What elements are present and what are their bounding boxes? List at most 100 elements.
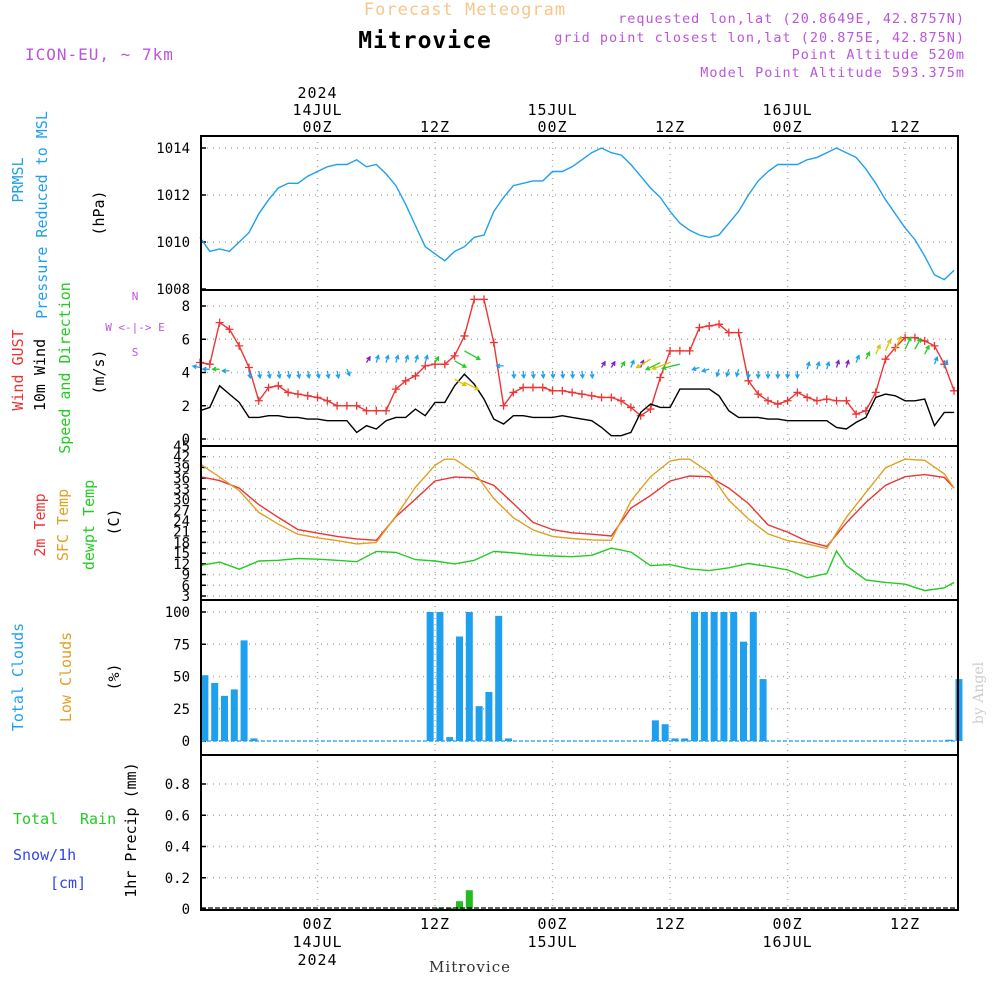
wind-10m-label: 10m Wind [31, 339, 49, 411]
wind-direction-arrow [570, 370, 575, 380]
total-clouds-bar [671, 738, 679, 741]
gust-marker [871, 388, 880, 397]
temp-unit-label: (C) [105, 508, 123, 535]
gust-marker [832, 396, 841, 405]
grid-point-coords: grid point closest lon,lat (20.875E, 42.… [554, 30, 965, 46]
gust-marker [411, 371, 420, 380]
top-axis-label: 2024 [297, 84, 337, 102]
total-clouds-bar [201, 675, 209, 741]
pressure-ytick-label: 1012 [156, 188, 190, 204]
total-clouds-bar [456, 636, 464, 741]
temperature-ytick-label: 18 [173, 535, 190, 551]
total-clouds-bar [436, 612, 444, 741]
dewpt-temp-line [199, 547, 955, 592]
total-clouds-bar [465, 612, 473, 741]
temp-sfc-label: SFC Temp [54, 489, 72, 561]
total-clouds-bar [220, 695, 228, 741]
wind-direction-arrow [464, 350, 482, 360]
wind-ytick-label: 0 [182, 432, 190, 448]
gust-marker [773, 400, 782, 409]
snow-label: Snow/1h [13, 846, 76, 864]
gust-marker [901, 333, 910, 342]
temperature-frame [200, 445, 959, 601]
top-axis-label: 14JUL [292, 101, 342, 119]
wind-direction-arrow [365, 355, 371, 363]
total-clouds-bar [759, 679, 767, 741]
wind-grid [201, 290, 958, 446]
rain-bar [456, 901, 464, 909]
precip-ytick-label: 0 [182, 902, 190, 918]
wind-gust-label: Wind GUST [9, 329, 27, 410]
wind-direction-arrow [600, 360, 606, 368]
wind-direction-arrow [755, 370, 761, 380]
precip-ytick-label: 0.8 [165, 777, 190, 793]
total-clouds-bar [446, 737, 454, 741]
gust-marker [617, 396, 626, 405]
top-axis-label: 16JUL [763, 101, 813, 119]
pressure-frame [200, 135, 959, 291]
gust-marker [812, 396, 821, 405]
wind-direction-arrow [815, 360, 821, 370]
gust-marker [646, 405, 655, 414]
gust-marker [656, 373, 665, 382]
total-clouds-label: Total Clouds [9, 623, 27, 731]
wind-direction-arrow [286, 370, 292, 380]
total-clouds-bar [691, 612, 699, 741]
wind-direction-arrow [414, 354, 420, 363]
footer-location: Mitrovice [429, 958, 511, 976]
compass-north: N [132, 290, 139, 303]
total-clouds-bar [230, 689, 238, 741]
wind-direction-arrow [645, 361, 661, 371]
clouds-ytick-label: 25 [173, 702, 190, 718]
total-clouds-bar [945, 739, 953, 741]
temp-labels: 2m Temp SFC Temp dewpt Temp (C) [31, 480, 123, 570]
gust-marker [626, 403, 635, 412]
temp-2m-label: 2m Temp [31, 493, 49, 556]
wind-unit-label: (m/s) [90, 349, 108, 394]
gust-marker [313, 393, 322, 402]
bottom-axis-label: 14JUL [292, 933, 342, 951]
total-clouds-bar [426, 612, 434, 741]
top-axis-label: 12Z [890, 118, 920, 136]
wind-direction-arrow [835, 359, 841, 368]
top-axis-label: 00Z [302, 118, 332, 136]
gust-marker [675, 346, 684, 355]
clouds-ytick-label: 75 [173, 637, 190, 653]
total-label: Total [13, 810, 58, 828]
credit-watermark: by Angel [971, 661, 987, 724]
top-axis-label: 00Z [538, 118, 568, 136]
wind-direction-arrow [933, 355, 939, 365]
gust-marker [205, 360, 214, 369]
gust-marker [352, 401, 361, 410]
wind-direction-arrow [434, 355, 440, 363]
wind-ytick-label: 2 [182, 399, 190, 415]
10m-wind-line [199, 373, 955, 437]
wind-direction-arrow [845, 359, 850, 368]
gust-marker [342, 401, 351, 410]
bottom-axis-label: 12Z [890, 915, 920, 933]
total-clouds-bar [250, 738, 258, 741]
pressure-grid [201, 136, 958, 290]
gust-marker [499, 401, 508, 410]
temperature-ytick-label: 3 [182, 589, 190, 605]
wind-direction-arrow [201, 366, 210, 372]
wind-direction-arrow [266, 370, 272, 380]
prmsl-line [199, 147, 955, 281]
bottom-axis-label: 12Z [655, 915, 685, 933]
gust-marker [450, 351, 459, 360]
gust-marker [842, 396, 851, 405]
wind-direction-arrow [424, 354, 429, 363]
wind-direction-arrow [914, 337, 922, 350]
gust-marker [724, 328, 733, 337]
snow-unit-label: [cm] [50, 874, 86, 892]
total-clouds-bar [504, 738, 512, 741]
wind-direction-arrow [394, 354, 400, 363]
wind-direction-arrow [296, 370, 302, 380]
total-clouds-bar [475, 706, 483, 741]
wind-direction-arrow [651, 361, 671, 371]
bottom-axis-label: 16JUL [763, 933, 813, 951]
gust-marker [528, 383, 537, 392]
